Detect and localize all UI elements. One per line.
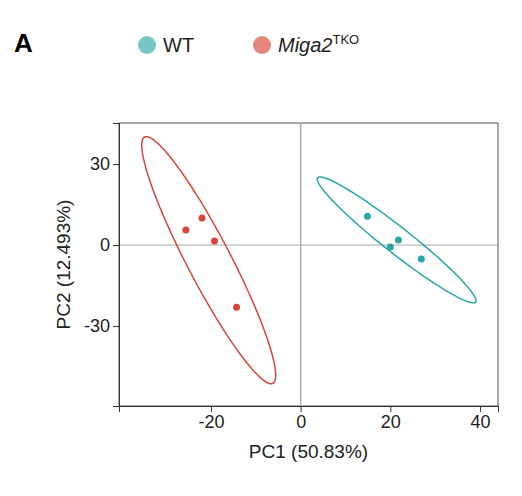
- tick: 40: [471, 406, 491, 432]
- vline: [300, 123, 302, 406]
- panel-label: A: [14, 28, 33, 58]
- tick-mark: [113, 164, 119, 165]
- point: [364, 213, 371, 220]
- plot-area: [142, 137, 476, 384]
- y-axis: 30 0 -30: [84, 124, 120, 407]
- tick: 0: [296, 406, 306, 432]
- legend: WT Miga2TKO: [138, 32, 359, 56]
- legend-label: WT: [163, 34, 194, 56]
- tick-label: 40: [471, 412, 491, 432]
- reference-lines: [119, 123, 498, 406]
- plot-frame: [119, 123, 498, 406]
- tick-label: -30: [84, 316, 110, 336]
- point: [211, 238, 218, 245]
- tick-label: 0: [100, 235, 110, 255]
- axis-line: [120, 407, 499, 413]
- tick: -20: [198, 406, 224, 432]
- point: [198, 215, 205, 222]
- tick-label: 0: [296, 412, 306, 432]
- tick: 0: [100, 235, 119, 255]
- tick: 30: [90, 154, 119, 174]
- tick-mark: [113, 326, 119, 327]
- tick-label: -20: [198, 412, 224, 432]
- confidence-ellipse: [317, 177, 476, 303]
- point: [387, 243, 394, 250]
- axis-line: [113, 124, 120, 407]
- tick-mark: [113, 245, 119, 246]
- point: [418, 256, 425, 263]
- point: [233, 304, 240, 311]
- x-axis: -20 0 20 40: [120, 406, 499, 432]
- legend-label: Miga2TKO: [278, 32, 359, 56]
- point: [182, 226, 189, 233]
- point: [395, 236, 402, 243]
- chart: -20 0 20 40 30 0 -30 PC1 (50.83%) PC2 (12.493%) A…: [0, 0, 522, 496]
- tick-label: 30: [90, 154, 110, 174]
- confidence-ellipse: [142, 137, 276, 384]
- legend-marker: [253, 36, 271, 54]
- legend-marker: [138, 36, 156, 54]
- tick: 20: [381, 406, 401, 432]
- tick-label: 20: [381, 412, 401, 432]
- y-axis-label: PC2 (12.493%): [53, 200, 74, 330]
- x-axis-label: PC1 (50.83%): [249, 441, 368, 462]
- tick: -30: [84, 316, 119, 336]
